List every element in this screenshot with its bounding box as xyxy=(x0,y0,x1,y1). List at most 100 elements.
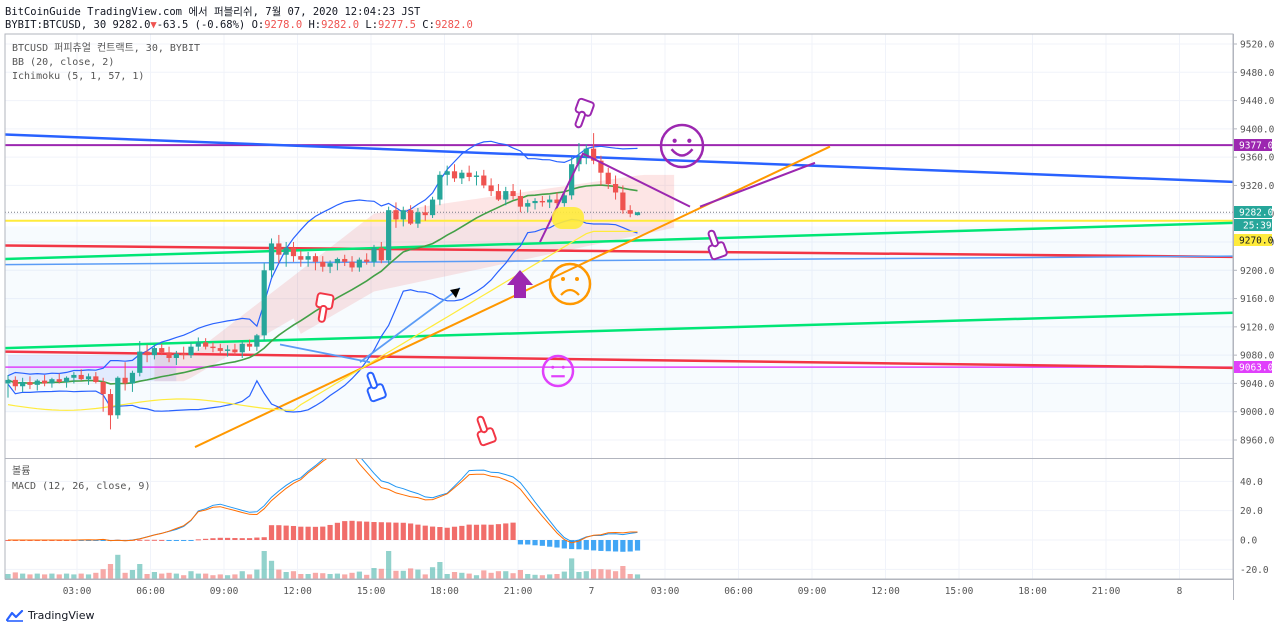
candle-body xyxy=(261,270,267,336)
face-eye-right xyxy=(575,277,579,281)
macd-tick-label: 40.0 xyxy=(1240,477,1263,488)
volume-bar xyxy=(386,551,392,579)
macd-histogram-bar xyxy=(444,527,450,540)
candle-body xyxy=(78,374,84,380)
macd-histogram-bar xyxy=(254,537,260,540)
macd-histogram-bar xyxy=(356,521,362,540)
macd-histogram-bar xyxy=(415,524,421,540)
macd-histogram-bar xyxy=(634,540,641,551)
volume-bar xyxy=(356,571,362,579)
open-label: O: xyxy=(245,19,265,31)
candle-body xyxy=(510,191,516,197)
candle-body xyxy=(583,148,589,158)
candle-body xyxy=(488,185,494,192)
candle-body xyxy=(173,353,179,358)
candle-body xyxy=(115,377,121,416)
macd-histogram-bar xyxy=(166,540,172,541)
volume-bar xyxy=(451,572,458,579)
purple-arrow-up xyxy=(699,161,816,208)
volume-bar xyxy=(627,574,633,579)
macd-histogram-bar xyxy=(393,522,399,540)
macd-axis[interactable]: 40.0 20.0 0.0 -20.0 xyxy=(1240,477,1269,576)
volume-bar xyxy=(466,573,472,579)
candle-body xyxy=(598,160,604,173)
price-tick-label: 9120.0 xyxy=(1240,322,1275,333)
legend-macd: MACD (12, 26, close, 9) xyxy=(12,481,150,492)
candle-body xyxy=(378,247,384,261)
candle-body xyxy=(364,259,370,262)
candle-body xyxy=(408,210,414,224)
green-lower-line xyxy=(5,311,1233,350)
volume-bar xyxy=(539,575,545,579)
volume-bar xyxy=(378,568,384,579)
face-outline xyxy=(541,354,575,388)
candle-body xyxy=(217,348,223,351)
volume-bar xyxy=(305,574,311,579)
macd-histogram-bar xyxy=(569,540,575,550)
macd-histogram-bar xyxy=(334,522,340,540)
volume-bar xyxy=(173,573,179,579)
time-tick-label: 09:00 xyxy=(210,586,239,597)
macd-histogram-bar xyxy=(246,538,253,540)
lightblue-line xyxy=(5,255,1233,266)
volume-bar xyxy=(459,572,465,579)
macd-histogram-bar xyxy=(422,525,428,540)
time-tick-label: 21:00 xyxy=(504,586,533,597)
volume-bar xyxy=(27,574,33,579)
volume-bar xyxy=(166,572,172,579)
candle-body xyxy=(85,376,92,380)
candle-body xyxy=(181,353,187,356)
candle-body xyxy=(320,261,326,267)
tradingview-logo-icon xyxy=(6,609,24,622)
high-label: H: xyxy=(302,19,322,31)
volume-bar xyxy=(144,574,150,579)
volume-bar xyxy=(129,570,136,579)
candle-body xyxy=(246,343,253,347)
candle-body xyxy=(386,210,392,261)
candle-body xyxy=(422,212,428,216)
candle-body xyxy=(400,210,406,220)
volume-bar xyxy=(429,567,436,579)
volume-bar xyxy=(122,572,128,579)
macd-histogram-bar xyxy=(100,540,106,541)
macd-histogram-bar xyxy=(320,526,326,540)
badge-timer-bg xyxy=(1234,219,1272,231)
macd-histogram-bar xyxy=(437,527,443,540)
macd-histogram-bar xyxy=(378,522,384,540)
macd-histogram-bar xyxy=(539,540,545,546)
candle-body xyxy=(627,210,633,214)
annotations xyxy=(279,97,816,447)
candle-body xyxy=(254,335,260,347)
macd-histogram-bar xyxy=(364,521,370,540)
macd-tick-label: -20.0 xyxy=(1240,565,1269,576)
macd-histogram-bar xyxy=(283,525,289,540)
grid-lines xyxy=(5,34,1233,579)
tradingview-footer[interactable]: TradingView xyxy=(6,609,94,622)
time-axis[interactable]: 03:00 06:00 09:00 12:00 15:00 18:00 21:00 7 03:0… xyxy=(63,586,1183,597)
volume-bar xyxy=(159,573,165,579)
candle-body xyxy=(495,191,502,200)
candle-body xyxy=(605,172,611,185)
price-badges: 9377.0 9282.0 25:39 9270.0 9063.0 xyxy=(1234,139,1274,374)
candle-body xyxy=(100,382,106,395)
price-tick-label: 9480.0 xyxy=(1240,68,1275,79)
volume-bar xyxy=(100,569,106,579)
macd-histogram-bar xyxy=(554,540,560,548)
macd-histogram-bar xyxy=(203,538,209,540)
time-tick-label: 7 xyxy=(589,586,595,597)
macd-signal-line xyxy=(8,459,638,544)
purple-up-arrow-icon xyxy=(507,270,533,298)
time-tick-label: 03:00 xyxy=(651,586,680,597)
macd-histogram-bar xyxy=(151,539,157,541)
publish-info: BitCoinGuide TradingView.com 에서 퍼블리쉬, 7월… xyxy=(5,6,421,18)
face-smile xyxy=(670,148,694,157)
down-arrow-icon: ▼ xyxy=(150,19,157,31)
volume-bar xyxy=(488,572,494,579)
macd-tick-label: 20.0 xyxy=(1240,506,1263,517)
candle-body xyxy=(232,349,238,353)
candle-body xyxy=(34,380,40,385)
legend-symbol: BTCUSD 퍼피츄얼 컨트랙트, 30, BYBIT xyxy=(12,42,200,54)
badge-last-bg xyxy=(1234,206,1272,218)
macd-histogram-bar xyxy=(495,524,502,540)
